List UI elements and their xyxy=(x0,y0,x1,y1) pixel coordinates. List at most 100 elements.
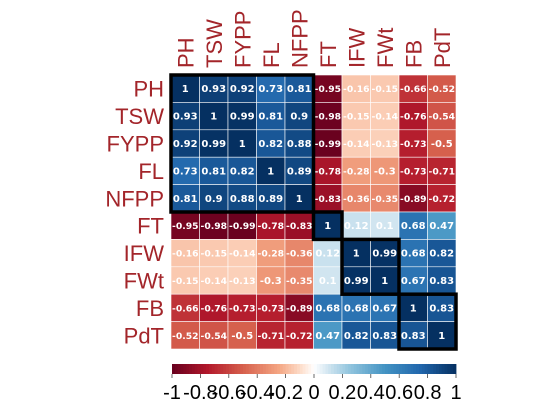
cell-value-pdt-fb: 0.83 xyxy=(401,331,426,342)
heatmap-cell-pdt-fwt xyxy=(370,321,400,350)
cell-value-tsw-ft: -0.98 xyxy=(315,112,341,123)
heatmap-cell-tsw-tsw xyxy=(199,102,229,131)
colorbar-tick-label: -0.6 xyxy=(212,382,246,404)
heatmap-cell-fl-ph xyxy=(170,156,200,185)
heatmap-cell-ft-fypp xyxy=(227,211,257,240)
cell-value-fypp-fb: -0.73 xyxy=(400,139,426,150)
cell-value-nfpp-ifw: -0.36 xyxy=(343,194,369,205)
heatmap-cell-tsw-fwt xyxy=(370,102,400,131)
colorbar-segment xyxy=(399,364,403,374)
cell-value-pdt-ifw: 0.82 xyxy=(344,331,369,342)
cell-value-fwt-tsw: -0.14 xyxy=(201,276,227,287)
cell-value-fl-fypp: 0.82 xyxy=(230,166,255,177)
column-label-fwt: FWt xyxy=(373,28,398,68)
heatmap-cell-fwt-ifw xyxy=(341,266,371,295)
colorbar-segment xyxy=(243,364,247,374)
row-label-ifw: IFW xyxy=(124,241,165,266)
colorbar-segment xyxy=(203,364,207,374)
colorbar-segment xyxy=(404,364,409,374)
cell-value-pdt-tsw: -0.54 xyxy=(201,331,227,342)
colorbar-segment xyxy=(180,364,184,374)
heatmap-cell-pdt-fb xyxy=(398,321,428,350)
colorbar-segment xyxy=(393,364,397,374)
cell-value-fl-nfpp: 0.89 xyxy=(287,166,312,177)
cell-value-tsw-nfpp: 0.9 xyxy=(290,112,308,123)
cell-value-fwt-ph: -0.15 xyxy=(172,276,198,287)
cell-value-ifw-fwt: 0.99 xyxy=(372,249,397,260)
heatmap-cell-fwt-fl xyxy=(256,266,286,295)
colorbar-segment xyxy=(316,364,321,374)
colorbar-segment xyxy=(245,364,250,374)
colorbar-segment xyxy=(407,364,411,374)
colorbar-segment xyxy=(433,364,437,374)
colorbar-segment xyxy=(430,364,434,374)
colorbar-segment xyxy=(279,364,284,374)
cell-value-fb-ph: -0.66 xyxy=(172,303,198,314)
colorbar-segment xyxy=(376,364,380,374)
colorbar-segment xyxy=(356,364,360,374)
heatmap-cell-nfpp-fwt xyxy=(370,184,400,213)
cell-value-ph-ph: 1 xyxy=(182,84,189,95)
colorbar-segment xyxy=(333,364,338,374)
heatmap-cell-pdt-ft xyxy=(313,321,343,350)
row-label-fwt: FWt xyxy=(124,269,164,294)
colorbar-segment xyxy=(260,364,264,374)
cell-value-fypp-fwt: -0.13 xyxy=(372,139,398,150)
colorbar-segment xyxy=(396,364,400,374)
heatmap-cell-nfpp-ifw xyxy=(341,184,371,213)
cell-value-ph-ifw: -0.16 xyxy=(343,84,369,95)
heatmap-cell-fl-ifw xyxy=(341,156,371,185)
colorbar-segment xyxy=(353,364,357,374)
colorbar-tick-label: 0.8 xyxy=(414,382,442,404)
column-labels: PH TSW FYPP FL NFPP FT IFW FWt FB PdT xyxy=(173,9,455,68)
colorbar-segment xyxy=(336,364,340,374)
heatmap-cell-fwt-fwt xyxy=(370,266,400,295)
colorbar-segment xyxy=(311,364,315,374)
colorbar-segment xyxy=(387,364,392,374)
colorbar-tick-label: 0.4 xyxy=(357,382,385,404)
cell-value-fl-ph: 0.73 xyxy=(173,166,198,177)
colorbar-tick-label: -0.8 xyxy=(183,382,217,404)
cell-value-pdt-fypp: -0.5 xyxy=(231,331,253,342)
row-label-pdt: PdT xyxy=(124,323,164,348)
heatmap-cell-fypp-ifw xyxy=(341,129,371,158)
colorbar-segment xyxy=(240,364,244,374)
colorbar-segment xyxy=(328,364,332,374)
colorbar-segment xyxy=(342,364,346,374)
colorbar-segment xyxy=(325,364,329,374)
colorbar-segment xyxy=(319,364,323,374)
colorbar-segment xyxy=(453,364,457,374)
column-label-nfpp: NFPP xyxy=(287,9,312,68)
heatmap-cell-fb-ifw xyxy=(341,293,371,322)
colorbar-segment xyxy=(265,364,269,374)
colorbar-segment xyxy=(314,364,318,374)
colorbar-segment xyxy=(367,364,372,374)
cell-value-ft-ph: -0.95 xyxy=(172,221,198,232)
heatmap-cell-ifw-ph xyxy=(170,239,200,268)
colorbar-tick-label: 0 xyxy=(308,382,319,404)
colorbar-tick-labels: -1 -0.8-0.6-0.4-0.2 0 0.2 0.4 0.6 0.8 1 xyxy=(163,374,462,404)
cell-value-fwt-fb: 0.67 xyxy=(401,276,426,287)
colorbar-segment xyxy=(305,364,309,374)
heatmap-cell-pdt-pdt xyxy=(427,321,457,350)
heatmap-cell-tsw-pdt xyxy=(427,102,457,131)
colorbar-segment xyxy=(231,364,235,374)
colorbar-segment xyxy=(296,364,301,374)
colorbar-segment xyxy=(189,364,193,374)
cell-value-fypp-tsw: 0.99 xyxy=(201,139,226,150)
colorbar-segment xyxy=(424,364,428,374)
colorbar-segment xyxy=(436,364,440,374)
cell-value-tsw-ifw: -0.15 xyxy=(343,112,369,123)
cell-value-ph-ft: -0.95 xyxy=(315,84,341,95)
colorbar-segment xyxy=(177,364,181,374)
cell-value-pdt-pdt: 1 xyxy=(438,331,445,342)
colorbar-segment xyxy=(220,364,224,374)
heatmap-cell-nfpp-ft xyxy=(313,184,343,213)
cell-value-nfpp-ft: -0.83 xyxy=(315,194,341,205)
colorbar-segment xyxy=(419,364,423,374)
cell-value-fypp-pdt: -0.5 xyxy=(431,139,453,150)
cell-value-nfpp-ph: 0.81 xyxy=(173,194,198,205)
colorbar-tick-label: -1 xyxy=(163,382,181,404)
heatmap-cell-fb-fl xyxy=(256,293,286,322)
